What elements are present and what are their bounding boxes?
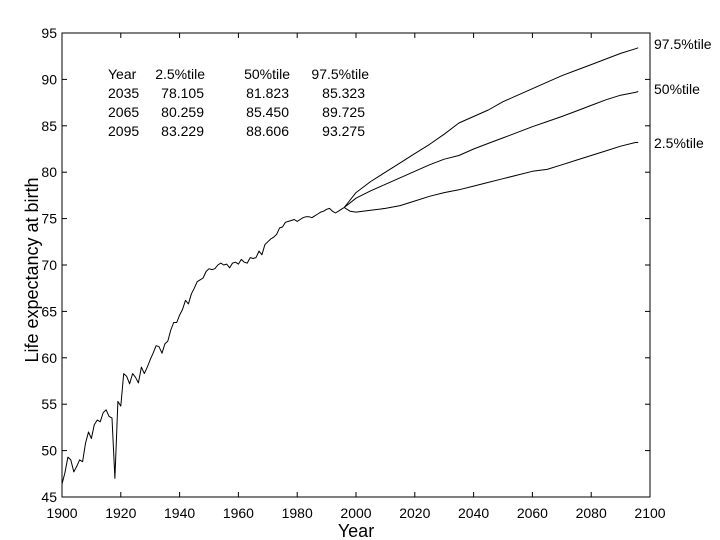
x-tick-label: 2060 xyxy=(517,505,548,521)
y-tick-label: 80 xyxy=(41,164,57,180)
table-cell: 81.823 xyxy=(246,85,289,101)
x-tick-label: 1920 xyxy=(105,505,136,521)
x-tick-label: 1900 xyxy=(46,505,77,521)
x-tick-label: 1940 xyxy=(164,505,195,521)
series-end-labels: 97.5%tile 50%tile 2.5%tile xyxy=(654,36,712,151)
table-cell: 85.323 xyxy=(322,85,365,101)
y-axis: 45 50 55 60 65 70 75 80 85 90 95 xyxy=(41,25,650,505)
x-tick-label: 1980 xyxy=(282,505,313,521)
y-axis-label: Life expectancy at birth xyxy=(22,177,42,362)
series-layer xyxy=(61,47,639,485)
percentile-table: Year 2.5%tile 50%tile 97.5%tile 2035 78.105 81… xyxy=(108,66,369,139)
table-cell: 89.725 xyxy=(322,104,365,120)
x-axis-label: Year xyxy=(338,521,374,540)
y-tick-label: 75 xyxy=(41,211,57,227)
x-tick-label: 1960 xyxy=(223,505,254,521)
series-end-label: 2.5%tile xyxy=(654,135,704,151)
series-end-label: 97.5%tile xyxy=(654,36,712,52)
table-cell: 2035 xyxy=(108,85,139,101)
y-tick-label: 60 xyxy=(41,350,57,366)
y-tick-label: 45 xyxy=(41,489,57,505)
y-tick-label: 70 xyxy=(41,257,57,273)
x-tick-label: 2080 xyxy=(576,505,607,521)
y-tick-label: 95 xyxy=(41,25,57,41)
table-header-cell: 97.5%tile xyxy=(311,66,369,82)
series-line-observed xyxy=(61,207,345,485)
series-line-97-5-tile xyxy=(343,47,639,208)
y-tick-label: 55 xyxy=(41,396,57,412)
table-cell: 88.606 xyxy=(246,123,289,139)
series-line-2-5-tile xyxy=(343,142,639,213)
series-line-50-tile xyxy=(343,91,639,208)
x-tick-label: 2100 xyxy=(634,505,665,521)
table-cell: 83.229 xyxy=(161,123,204,139)
table-header-cell: Year xyxy=(108,66,137,82)
table-cell: 80.259 xyxy=(161,104,204,120)
table-cell: 78.105 xyxy=(161,85,204,101)
y-tick-label: 85 xyxy=(41,118,57,134)
x-tick-label: 2020 xyxy=(399,505,430,521)
table-header-cell: 50%tile xyxy=(244,66,290,82)
x-tick-label: 2000 xyxy=(340,505,371,521)
series-end-label: 50%tile xyxy=(654,81,700,97)
plot-frame xyxy=(61,32,651,498)
x-tick-label: 2040 xyxy=(458,505,489,521)
x-axis: 1900 1920 1940 1960 1980 2000 2020 2040 2060 2080… xyxy=(46,33,666,521)
table-header-cell: 2.5%tile xyxy=(155,66,205,82)
table-cell: 2095 xyxy=(108,123,139,139)
plot-area xyxy=(61,32,651,498)
y-tick-label: 50 xyxy=(41,443,57,459)
table-cell: 93.275 xyxy=(322,123,365,139)
table-cell: 85.450 xyxy=(246,104,289,120)
y-tick-label: 65 xyxy=(41,303,57,319)
table-cell: 2065 xyxy=(108,104,139,120)
y-tick-label: 90 xyxy=(41,71,57,87)
